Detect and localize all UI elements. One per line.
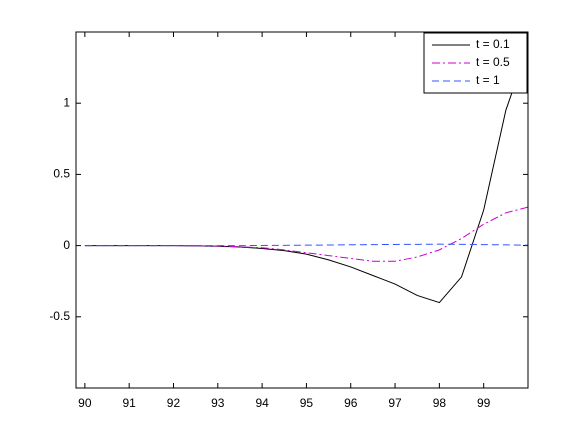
x-tick-label: 90 <box>78 396 92 410</box>
y-tick-label: 1 <box>63 95 70 109</box>
legend-label: t = 1 <box>476 73 500 87</box>
x-tick-label: 97 <box>388 396 402 410</box>
x-tick-label: 98 <box>433 396 447 410</box>
y-tick-label: -0.5 <box>49 309 70 323</box>
x-tick-label: 99 <box>477 396 491 410</box>
plot-frame <box>75 31 529 389</box>
legend-box <box>423 32 528 94</box>
x-tick-label: 93 <box>211 396 225 410</box>
y-tick-label: 0 <box>63 238 70 252</box>
x-tick-label: 91 <box>122 396 136 410</box>
line <box>84 206 528 262</box>
line <box>84 243 528 247</box>
x-tick-label: 92 <box>167 396 181 410</box>
x-tick-label: 95 <box>300 396 314 410</box>
y-tick-label: 0.5 <box>53 167 70 181</box>
x-tick-label: 94 <box>255 396 269 410</box>
x-tick-label: 96 <box>344 396 358 410</box>
legend-label: t = 0.1 <box>476 37 510 51</box>
line <box>84 46 528 304</box>
legend-label: t = 0.5 <box>476 55 510 69</box>
